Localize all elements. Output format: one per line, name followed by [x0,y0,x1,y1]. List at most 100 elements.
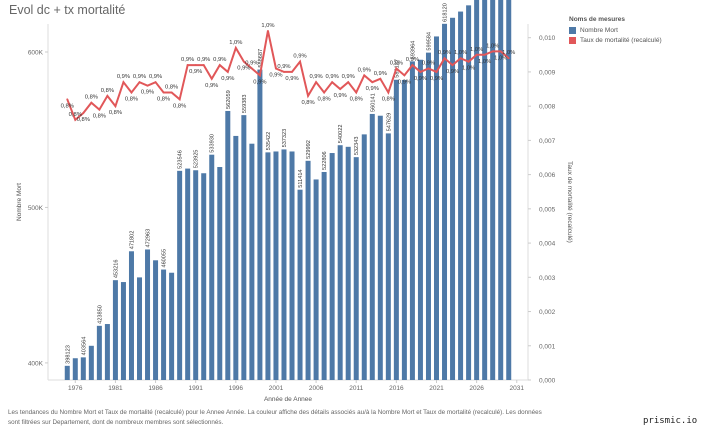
rate-data-label: 0,9% [237,66,250,72]
y2-tick-label: 0,007 [539,138,556,145]
x-tick-label: 1996 [229,385,244,392]
rate-point [491,50,494,53]
rate-point [411,64,414,66]
rate-data-label: 0,9% [189,69,202,75]
rate-data-label: 0,9% [221,76,234,82]
rate-point [507,57,510,60]
rate-point [275,67,277,70]
x-tick-label: 1991 [188,385,203,392]
legend-item-nombre-mort[interactable]: Nombre Mort [569,27,662,34]
rate-data-label: 0,9% [293,54,306,60]
bar [458,11,464,380]
bar [361,134,367,380]
rate-data-label: 0,8% [125,96,138,102]
rate-data-label: 0,9% [334,93,347,99]
bar [185,168,191,380]
rate-point [395,67,398,70]
rate-data-label: 0,8% [350,96,363,102]
rate-point [363,74,366,77]
rate-point [291,71,293,73]
chart-caption: Les tendances du Nombre Mort et Taux de … [8,409,542,426]
y2-tick-label: 0,002 [539,309,556,316]
rate-data-label: 0,8% [109,110,122,116]
rate-point [435,71,438,73]
bar [161,269,167,380]
bar-data-label: 453216 [113,259,119,278]
bar-data-label: 471802 [129,231,135,250]
legend: Noms de mesures Nombre Mort Taux de mort… [569,16,662,47]
bar [209,154,215,380]
bar [482,0,488,381]
bar [201,173,207,380]
rate-point [355,91,358,94]
y-tick-label: 600K [28,49,44,56]
rate-point [202,64,205,66]
legend-swatch-taux [569,37,576,44]
bar-data-label: 522806 [322,151,328,170]
rate-data-label: 0,9% [446,69,459,75]
rate-data-label: 0,9% [430,76,443,82]
bar-data-label: 599584 [426,32,432,51]
rate-point [242,60,245,63]
bar [385,133,391,380]
bar [249,143,255,380]
rate-point [259,74,261,77]
bar [409,61,415,381]
rate-point [82,112,85,114]
rate-data-label: 0,9% [141,90,154,96]
rate-point [194,64,197,66]
rate-data-label: 0,8% [157,96,170,102]
bar [401,79,407,381]
bar [417,59,423,380]
rate-data-label: 0,9% [422,61,435,67]
bar [153,260,159,380]
rate-point [186,64,189,66]
rate-point [74,118,77,121]
bar [80,357,86,380]
bar [297,189,303,380]
bar-data-label: 532343 [354,136,360,155]
y2-tick-label: 0,001 [539,343,556,350]
rate-point [98,108,101,111]
rate-data-label: 0,8% [173,103,186,109]
rate-point [307,94,309,97]
bar-data-label: 588687 [258,49,264,68]
rate-data-label: 1,0% [494,55,507,61]
y-tick-label: 400K [28,360,44,367]
rate-point [483,53,486,56]
rate-point [283,71,285,73]
bar-data-label: 547629 [386,113,392,132]
rate-point [347,81,350,84]
rate-point [379,77,382,80]
rate-data-label: 1,0% [470,47,483,53]
rate-data-label: 0,9% [269,73,282,79]
bar [305,160,311,380]
bar [466,5,472,381]
rate-point [146,84,149,87]
bar [64,365,70,380]
rate-data-label: 0,8% [101,88,114,94]
bar [425,52,431,380]
rate-data-label: 1,0% [502,50,515,56]
bar-data-label: 511414 [298,169,304,187]
bar-data-label: 403564 [81,337,87,356]
bar [289,151,295,380]
bar [96,325,102,380]
rate-point [323,91,326,94]
bar [377,115,383,381]
rate-data-label: 0,9% [326,74,339,80]
rate-data-label: 0,9% [117,74,130,80]
rate-data-label: 0,9% [438,50,451,56]
bar [506,0,512,380]
rate-data-label: 0,9% [277,64,290,70]
x-tick-label: 2016 [389,385,404,392]
bar-data-label: 529992 [306,140,312,159]
legend-item-taux[interactable]: Taux de mortalité (recalculé) [569,37,662,44]
bar [273,151,279,380]
bar [433,36,439,381]
rate-data-label: 0,9% [197,57,210,63]
bar [169,272,175,380]
bar [88,345,94,380]
rate-data-label: 0,9% [406,57,419,63]
rate-data-label: 0,9% [390,61,403,67]
